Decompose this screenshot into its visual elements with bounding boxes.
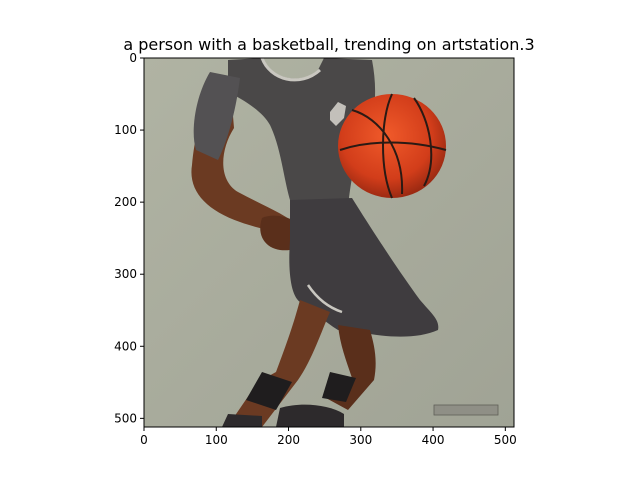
shorts-trim [306,284,343,314]
shoe [276,404,344,427]
y-tick-label: 500 [114,411,137,425]
x-tick-label: 100 [205,433,228,447]
sock-front [322,372,356,402]
sock-back [246,372,292,410]
x-tick-label: 200 [277,433,300,447]
y-tick-label: 300 [114,267,137,281]
basketball [338,93,447,199]
jersey-trim [260,58,322,82]
x-tick-label: 300 [349,433,372,447]
y-tick-label: 200 [114,195,137,209]
shoe-back [222,414,262,427]
basketball-player-image [144,58,514,427]
x-tick-label: 0 [140,433,148,447]
y-axis: 0 100 200 300 400 500 [114,51,144,425]
sleeve [193,72,240,160]
chart-title: a person with a basketball, trending on … [123,35,534,54]
jersey-logo [330,102,346,126]
x-tick-label: 400 [422,433,445,447]
x-tick-label: 500 [494,433,517,447]
signature [433,404,499,416]
jersey [228,58,376,206]
y-tick-label: 400 [114,339,137,353]
y-tick-label: 100 [114,123,137,137]
y-tick-label: 0 [129,51,137,65]
plot-frame [143,57,515,428]
x-axis: 0 100 200 300 400 500 [140,427,517,447]
shorts [289,198,439,337]
